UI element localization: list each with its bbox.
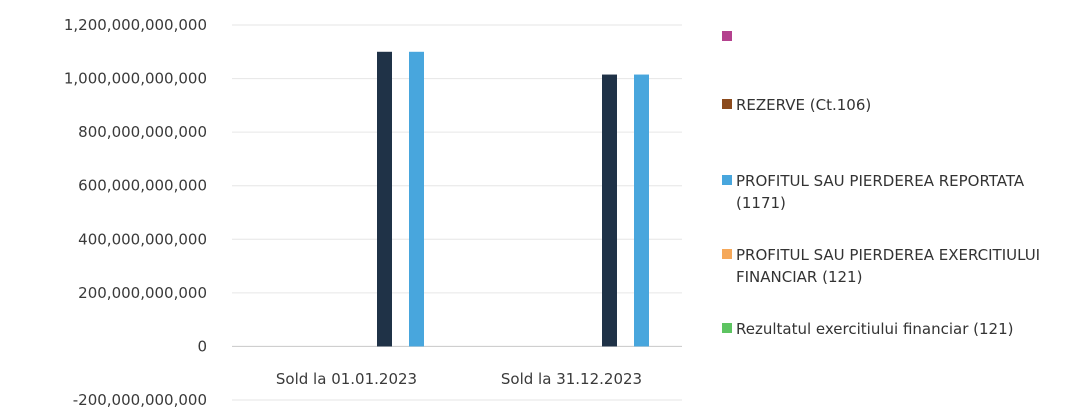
legend-item: REZERVE (Ct.106): [722, 94, 1067, 116]
legend-swatch: [722, 99, 732, 109]
y-tick-label: 1,200,000,000,000: [64, 16, 207, 34]
legend-item: PROFITUL SAU PIERDEREA REPORTATA (1171): [722, 170, 1067, 214]
x-tick-label: Sold la 01.01.2023: [276, 370, 417, 388]
legend-swatch: [722, 323, 732, 333]
bar: [634, 74, 649, 347]
bars: [377, 51, 649, 347]
y-tick-label: 800,000,000,000: [78, 123, 207, 141]
y-tick-label: 0: [197, 337, 207, 355]
legend-item: PROFITUL SAU PIERDEREA EXERCITIULUI FINA…: [722, 244, 1067, 288]
y-axis: 1,200,000,000,000 1,000,000,000,000 800,00…: [64, 16, 207, 409]
y-tick-label: -200,000,000,000: [73, 391, 207, 409]
legend-label: Rezultatul exercitiului financiar (121): [736, 320, 1014, 338]
y-tick-label: 400,000,000,000: [78, 230, 207, 248]
legend-swatch: [722, 175, 732, 185]
legend-swatch: [722, 249, 732, 259]
legend-item: [722, 26, 1067, 41]
bar: [377, 51, 392, 347]
legend-item: Rezultatul exercitiului financiar (121): [722, 318, 1067, 340]
y-tick-label: 200,000,000,000: [78, 284, 207, 302]
x-tick-label: Sold la 31.12.2023: [501, 370, 642, 388]
bar: [409, 51, 424, 347]
bar: [602, 74, 617, 347]
legend-label: PROFITUL SAU PIERDEREA EXERCITIULUI FINA…: [736, 246, 1041, 286]
legend-label: PROFITUL SAU PIERDEREA REPORTATA (1171): [736, 172, 1025, 212]
y-tick-label: 1,000,000,000,000: [64, 70, 207, 88]
x-axis: Sold la 01.01.2023 Sold la 31.12.2023: [276, 370, 642, 388]
y-tick-label: 600,000,000,000: [78, 177, 207, 195]
legend-swatch: [722, 31, 732, 41]
legend-label: REZERVE (Ct.106): [736, 96, 872, 114]
gridlines: [232, 24, 682, 401]
